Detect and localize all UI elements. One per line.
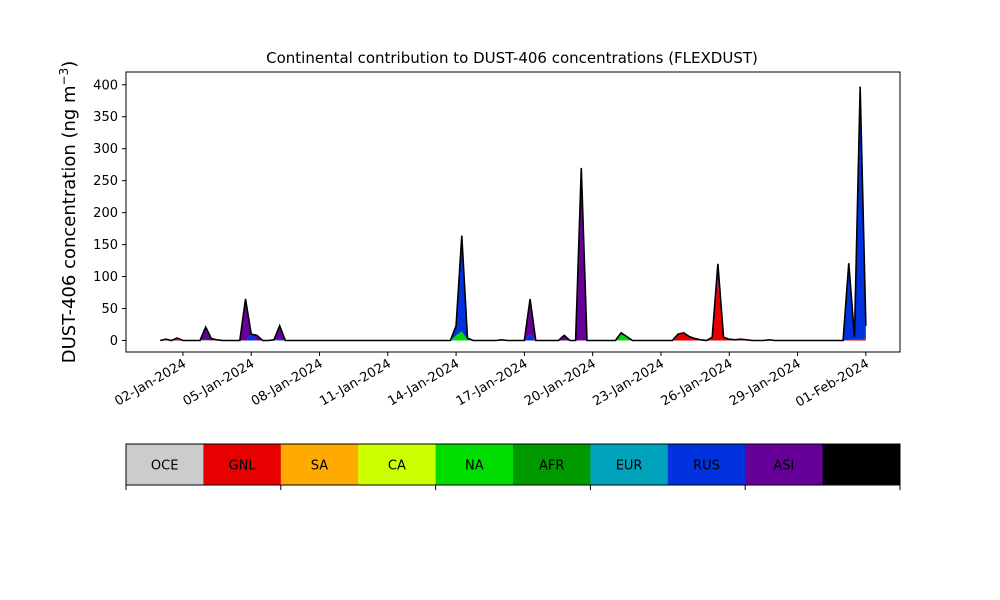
x-axis: 02-Jan-202405-Jan-202408-Jan-202411-Jan-…: [112, 352, 872, 410]
colorbar-swatch-aus: [822, 444, 901, 485]
series-layer: [160, 86, 866, 341]
series-area-gnl: [160, 279, 866, 341]
x-tick-label: 26-Jan-2024: [659, 356, 736, 409]
series-area-asi: [160, 86, 866, 341]
x-tick-label: 23-Jan-2024: [590, 356, 667, 409]
colorbar-label-eur: EUR: [616, 459, 643, 474]
colorbar-swatch-eur: [590, 444, 669, 485]
chart-title: Continental contribution to DUST-406 con…: [266, 49, 758, 67]
y-axis-label: DUST-406 concentration (ng m−3): [57, 61, 80, 364]
colorbar-label-rus: RUS: [693, 459, 720, 474]
colorbar-swatch-rus: [667, 444, 746, 485]
series-area-sa: [160, 279, 866, 341]
colorbar-label-aus: AUS: [848, 459, 875, 474]
colorbar-swatch-oce: [126, 444, 204, 485]
series-area-na: [160, 279, 866, 341]
y-tick-label: 400: [93, 78, 118, 93]
colorbar-label-afr: AFR: [539, 459, 564, 474]
x-tick-label: 20-Jan-2024: [522, 356, 599, 409]
x-tick-label: 05-Jan-2024: [181, 356, 258, 409]
colorbar-label-gnl: GNL: [229, 459, 257, 474]
colorbar-swatch-sa: [280, 444, 359, 485]
y-tick-label: 100: [93, 270, 118, 285]
y-tick-label: 0: [110, 334, 118, 349]
total-outline-line: [159, 86, 867, 342]
x-tick-label: 14-Jan-2024: [385, 356, 462, 409]
x-tick-label: 02-Jan-2024: [112, 356, 189, 409]
colorbar-swatch-gnl: [203, 444, 282, 485]
series-area-eur: [160, 279, 866, 341]
colorbar-label-ca: CA: [388, 459, 406, 474]
x-tick-label: 29-Jan-2024: [727, 356, 804, 409]
series-area-afr: [160, 279, 866, 341]
x-tick-label: 08-Jan-2024: [249, 356, 326, 409]
y-tick-label: 300: [93, 142, 118, 157]
x-tick-label: 11-Jan-2024: [317, 356, 394, 409]
plot-frame: [125, 71, 901, 353]
colorbar-frame: [125, 443, 901, 486]
colorbar-swatch-afr: [513, 444, 591, 485]
series-area-aus: [160, 86, 866, 341]
y-tick-label: 350: [93, 110, 118, 125]
plot-area: [125, 71, 901, 353]
colorbar-label-sa: SA: [311, 459, 328, 474]
y-axis: 0 50 100 150 200 250 300 350 400: [93, 78, 126, 349]
x-tick-label: 17-Jan-2024: [454, 356, 531, 409]
colorbar-label-na: NA: [465, 459, 484, 474]
y-tick-label: 50: [101, 302, 118, 317]
series-area-rus: [160, 86, 866, 341]
y-tick-label: 150: [93, 238, 118, 253]
colorbar-label-asi: ASI: [773, 459, 794, 474]
colorbar-swatch-asi: [745, 444, 824, 485]
colorbar-swatch-na: [435, 444, 514, 485]
series-area-ca: [160, 279, 866, 341]
y-tick-label: 250: [93, 174, 118, 189]
x-tick-label: 01-Feb-2024: [793, 356, 872, 410]
colorbar-label-oce: OCE: [151, 459, 179, 474]
colorbar-legend: OCE GNL SA CA NA AFR EUR RUS ASI AUS: [125, 443, 901, 490]
colorbar-swatch-ca: [358, 444, 437, 485]
y-tick-label: 200: [93, 206, 118, 221]
